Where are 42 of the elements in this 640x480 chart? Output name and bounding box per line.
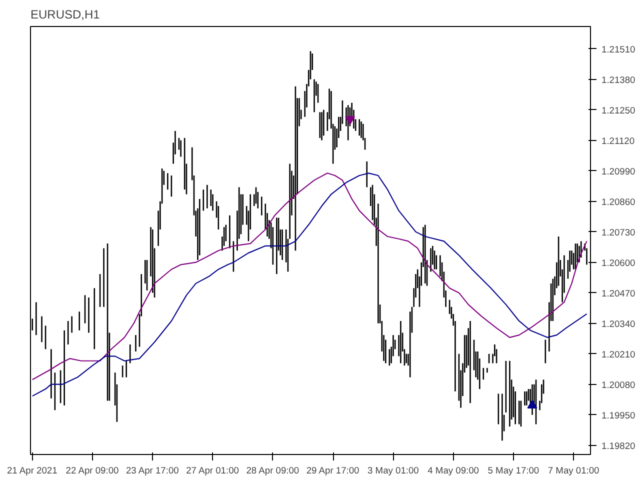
y-tick-label: 1.20600 <box>602 258 636 268</box>
candlestick <box>210 190 212 206</box>
y-tick-label: 1.21250 <box>602 105 636 116</box>
x-tick-label: 5 May 17:00 <box>488 466 540 476</box>
y-tick-label: 1.20990 <box>602 166 636 176</box>
candlestick <box>78 312 80 330</box>
candlestick <box>377 204 379 324</box>
candlestick <box>94 288 96 350</box>
candlestick <box>424 224 426 284</box>
x-tick-label: 28 Apr 09:00 <box>246 466 300 476</box>
candlestick <box>319 112 321 138</box>
x-tick-label: 23 Apr 17:00 <box>126 466 179 476</box>
candlestick <box>482 368 484 380</box>
candlestick <box>544 340 546 364</box>
candlestick <box>358 119 360 136</box>
chart-title: EURUSD,H1 <box>30 8 100 22</box>
x-tick-label: 4 May 09:00 <box>428 466 479 476</box>
y-tick-label: 1.21510 <box>602 44 636 54</box>
y-tick-label: 1.20340 <box>602 318 636 329</box>
candlestick <box>366 161 368 188</box>
x-tick-label: 22 Apr 09:00 <box>66 466 119 476</box>
candlestick <box>260 196 262 216</box>
candlestick <box>526 391 528 406</box>
y-tick-label: 1.20860 <box>602 196 636 207</box>
y-tick-label: 1.19950 <box>602 410 636 420</box>
x-tick-label: 21 Apr 2021 <box>6 466 58 476</box>
candlestick <box>129 344 131 364</box>
x-tick-label: 7 May 01:00 <box>548 466 600 476</box>
y-tick-label: 1.20080 <box>602 380 636 390</box>
candlestick <box>206 184 208 208</box>
x-tick-label: 3 May 01:00 <box>368 466 419 476</box>
x-tick-label: 29 Apr 17:00 <box>306 466 360 476</box>
candlestick <box>202 190 204 211</box>
y-tick-label: 1.20210 <box>602 349 636 360</box>
candlestick <box>486 368 488 373</box>
x-tick-label: 27 Apr 01:00 <box>186 466 239 476</box>
y-tick-label: 1.20470 <box>602 288 636 298</box>
y-tick-label: 1.19820 <box>602 440 636 451</box>
y-tick-label: 1.20730 <box>602 227 636 238</box>
y-tick-label: 1.21380 <box>602 74 636 85</box>
y-tick-label: 1.21120 <box>602 136 635 146</box>
candlestick <box>35 302 37 336</box>
